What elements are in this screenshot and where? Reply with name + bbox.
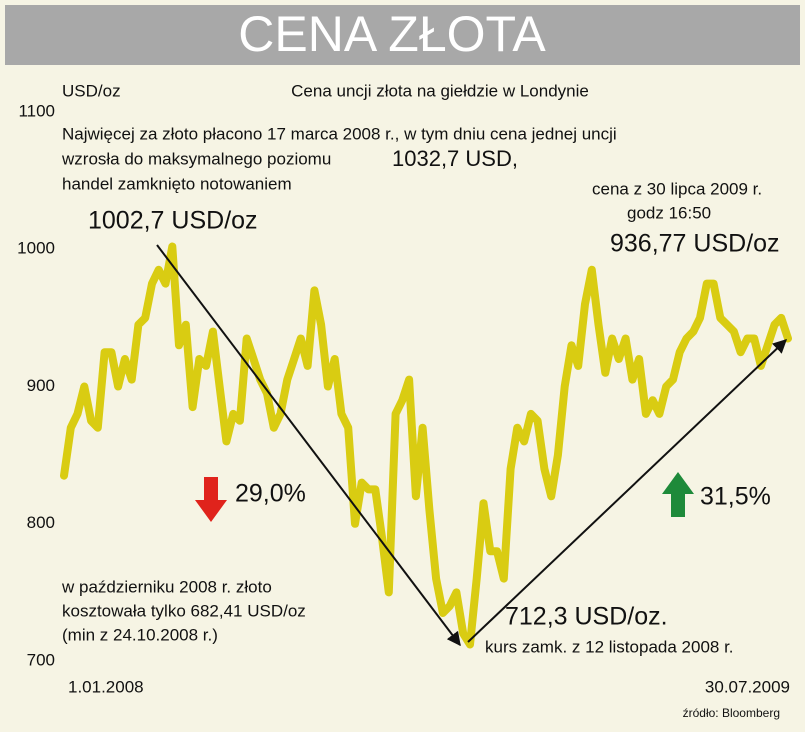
x-tick-label: 1.01.2008	[68, 677, 144, 696]
y-tick-label: 800	[27, 513, 55, 532]
trend-arrow	[156, 244, 461, 647]
annotation: w październiku 2008 r. złoto	[61, 577, 272, 596]
y-tick-label: 900	[27, 376, 55, 395]
subtitle: Cena uncji złota na giełdzie w Londynie	[291, 81, 589, 100]
y-tick-label: 1100	[18, 101, 55, 120]
price-line	[60, 242, 792, 649]
annotation: 1002,7 USD/oz	[88, 207, 258, 235]
up-arrow	[662, 472, 694, 517]
annotation: 31,5%	[700, 483, 771, 511]
annotation: 29,0%	[235, 480, 306, 508]
annotation: 1032,7 USD,	[392, 146, 518, 171]
annotation: cena z 30 lipca 2009 r.	[592, 179, 762, 198]
y-tick-label: 700	[27, 650, 55, 669]
annotation: kosztowała tylko 682,41 USD/oz	[62, 601, 306, 620]
trend-arrow	[467, 339, 788, 643]
chart-title: CENA ZŁOTA	[238, 6, 546, 62]
annotation: godz 16:50	[627, 203, 711, 222]
down-arrow	[195, 477, 227, 522]
annotation: (min z 24.10.2008 r.)	[62, 625, 218, 644]
title-banner	[5, 5, 800, 65]
annotation: Najwięcej za złoto płacono 17 marca 2008…	[62, 124, 617, 143]
annotation: 936,77 USD/oz	[610, 230, 780, 258]
y-axis-label: USD/oz	[62, 81, 121, 100]
annotation: wzrosła do maksymalnego poziomu	[61, 149, 331, 168]
y-tick-label: 1000	[17, 239, 55, 258]
annotation: 712,3 USD/oz.	[505, 603, 668, 631]
annotation: kurs zamk. z 12 listopada 2008 r.	[485, 637, 734, 656]
x-tick-label: 30.07.2009	[705, 677, 790, 696]
source: źródło: Bloomberg	[683, 706, 780, 720]
annotation: handel zamknięto notowaniem	[62, 174, 292, 193]
plot	[60, 242, 792, 649]
